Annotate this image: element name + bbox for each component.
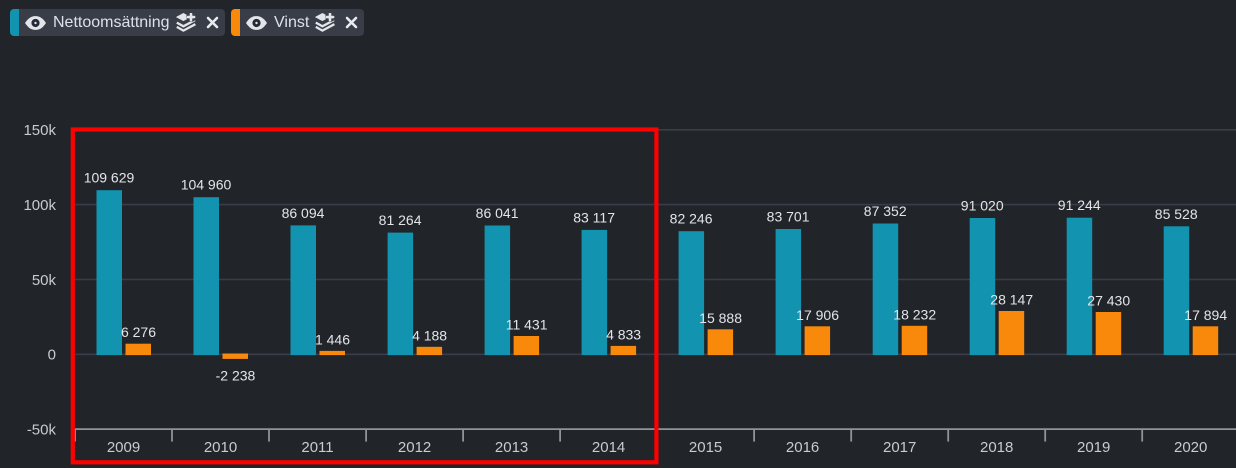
svg-text:91 244: 91 244 xyxy=(1058,197,1101,213)
svg-text:83 117: 83 117 xyxy=(573,209,615,225)
svg-text:17 906: 17 906 xyxy=(796,307,839,323)
svg-text:2018: 2018 xyxy=(980,439,1013,456)
svg-text:11 431: 11 431 xyxy=(506,317,548,333)
svg-text:2011: 2011 xyxy=(301,439,333,456)
svg-text:86 094: 86 094 xyxy=(282,205,325,221)
svg-text:83 701: 83 701 xyxy=(767,209,810,225)
svg-text:82 246: 82 246 xyxy=(670,211,713,227)
svg-text:2014: 2014 xyxy=(592,439,625,456)
svg-text:2009: 2009 xyxy=(107,439,140,456)
svg-text:15 888: 15 888 xyxy=(699,310,742,326)
svg-text:2013: 2013 xyxy=(495,439,528,456)
svg-text:17 894: 17 894 xyxy=(1184,307,1227,323)
svg-text:4 833: 4 833 xyxy=(606,326,641,342)
svg-text:87 352: 87 352 xyxy=(864,203,907,219)
svg-text:0: 0 xyxy=(48,347,56,364)
svg-text:-2 238: -2 238 xyxy=(216,367,256,383)
svg-text:2017: 2017 xyxy=(883,439,916,456)
svg-text:81 264: 81 264 xyxy=(379,212,422,228)
svg-text:86 041: 86 041 xyxy=(476,205,519,221)
svg-text:91 020: 91 020 xyxy=(961,198,1004,214)
svg-text:4 188: 4 188 xyxy=(412,327,447,343)
svg-text:2012: 2012 xyxy=(398,439,431,456)
svg-text:85 528: 85 528 xyxy=(1155,206,1198,222)
svg-text:2019: 2019 xyxy=(1077,439,1110,456)
svg-text:150k: 150k xyxy=(23,122,56,139)
svg-text:109 629: 109 629 xyxy=(84,170,135,186)
svg-text:-50k: -50k xyxy=(27,421,57,438)
svg-text:18 232: 18 232 xyxy=(893,306,936,322)
svg-text:50k: 50k xyxy=(32,272,57,289)
svg-text:6 276: 6 276 xyxy=(121,324,156,340)
svg-text:2010: 2010 xyxy=(204,439,237,456)
svg-text:1 446: 1 446 xyxy=(315,331,350,347)
svg-text:104 960: 104 960 xyxy=(181,177,232,193)
svg-text:27 430: 27 430 xyxy=(1087,293,1130,309)
svg-text:100k: 100k xyxy=(23,197,56,214)
svg-text:28 147: 28 147 xyxy=(990,292,1033,308)
svg-text:2020: 2020 xyxy=(1174,439,1207,456)
svg-text:2016: 2016 xyxy=(786,439,819,456)
svg-text:2015: 2015 xyxy=(689,439,722,456)
